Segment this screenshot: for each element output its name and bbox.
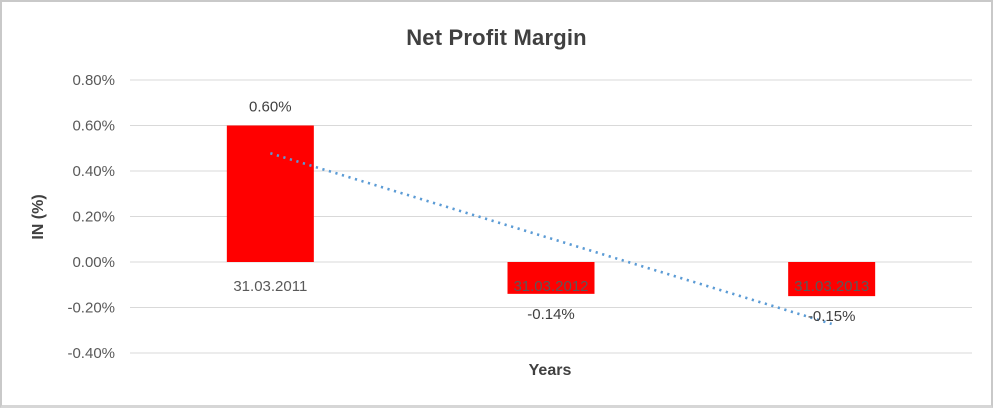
bar-31.03.2011: [226, 125, 314, 262]
y-axis-tick-label: -0.40%: [67, 345, 115, 362]
y-axis-tick-label: 0.20%: [72, 209, 115, 226]
category-label: 31.03.2013: [794, 278, 869, 295]
bar-31.03.2012: [507, 262, 595, 294]
chart-title: Net Profit Margin: [406, 25, 587, 50]
data-label: -0.14%: [527, 306, 575, 323]
data-label: 0.60%: [249, 99, 292, 116]
y-axis-tick-label: -0.20%: [67, 300, 115, 317]
y-axis-tick-label: 0.00%: [72, 254, 115, 271]
y-axis-tick-label: 0.80%: [72, 72, 115, 89]
category-label: 31.03.2012: [513, 278, 588, 295]
bar-31.03.2013: [788, 262, 876, 297]
y-axis-tick-label: 0.60%: [72, 118, 115, 135]
category-label: 31.03.2011: [233, 278, 307, 295]
y-axis-tick-label: 0.40%: [72, 163, 115, 180]
linear-trendline: [269, 152, 833, 326]
x-axis-title: Years: [528, 362, 572, 379]
data-label: -0.15%: [808, 308, 856, 325]
